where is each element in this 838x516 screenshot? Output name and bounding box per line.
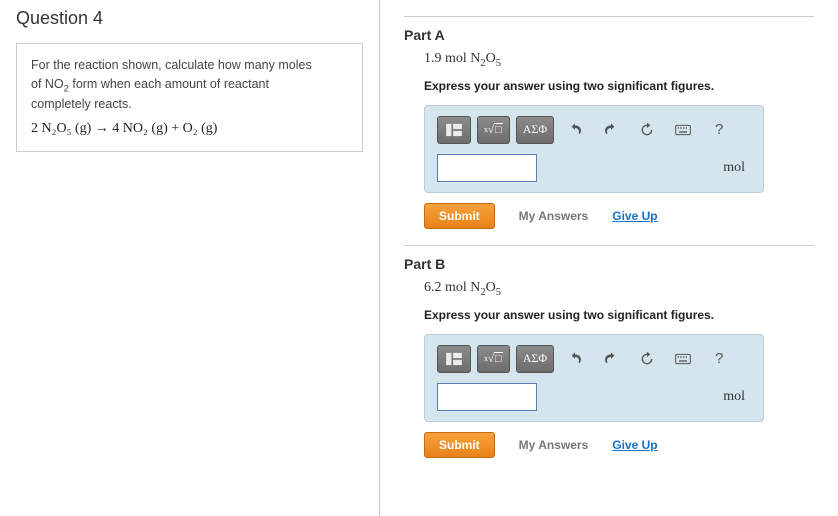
- unit-label: mol: [723, 160, 751, 176]
- submit-row: Submit My Answers Give Up: [424, 203, 814, 229]
- submit-row: Submit My Answers Give Up: [424, 432, 814, 458]
- my-answers-link[interactable]: My Answers: [519, 438, 589, 452]
- right-panel: Part A 1.9 mol N2O5 Express your answer …: [380, 0, 838, 516]
- toolbar-box: x√□ ΑΣΦ: [424, 334, 764, 422]
- give-up-link[interactable]: Give Up: [612, 438, 657, 452]
- templates-button[interactable]: [437, 116, 471, 144]
- templates-button[interactable]: [437, 345, 471, 373]
- math-root-button[interactable]: x√□: [477, 116, 510, 144]
- help-icon[interactable]: ?: [704, 345, 734, 373]
- page-container: Question 4 For the reaction shown, calcu…: [0, 0, 838, 516]
- part-instruction: Express your answer using two significan…: [424, 308, 814, 322]
- toolbar-row: x√□ ΑΣΦ: [437, 116, 751, 144]
- divider: [404, 16, 814, 17]
- submit-button[interactable]: Submit: [424, 432, 495, 458]
- give-up-link[interactable]: Give Up: [612, 209, 657, 223]
- answer-area: x√□ ΑΣΦ: [424, 105, 814, 193]
- question-prompt: For the reaction shown, calculate how ma…: [31, 56, 348, 114]
- part-given: 6.2 mol N2O5: [424, 280, 814, 298]
- undo-icon[interactable]: [560, 116, 590, 144]
- left-panel: Question 4 For the reaction shown, calcu…: [0, 0, 380, 516]
- answer-input[interactable]: [437, 383, 537, 411]
- help-icon[interactable]: ?: [704, 116, 734, 144]
- divider: [404, 245, 814, 246]
- part-b-block: Part B 6.2 mol N2O5 Express your answer …: [404, 245, 814, 458]
- undo-icon[interactable]: [560, 345, 590, 373]
- redo-icon[interactable]: [596, 345, 626, 373]
- unit-label: mol: [723, 389, 751, 405]
- part-a-block: Part A 1.9 mol N2O5 Express your answer …: [404, 16, 814, 229]
- toolbar-row: x√□ ΑΣΦ: [437, 345, 751, 373]
- question-box: For the reaction shown, calculate how ma…: [16, 43, 363, 152]
- answer-input-row: mol: [437, 154, 751, 182]
- my-answers-link[interactable]: My Answers: [519, 209, 589, 223]
- answer-input[interactable]: [437, 154, 537, 182]
- part-label: Part B: [404, 256, 814, 272]
- greek-button[interactable]: ΑΣΦ: [516, 345, 554, 373]
- keyboard-icon[interactable]: [668, 345, 698, 373]
- greek-button[interactable]: ΑΣΦ: [516, 116, 554, 144]
- part-label: Part A: [404, 27, 814, 43]
- answer-input-row: mol: [437, 383, 751, 411]
- math-root-button[interactable]: x√□: [477, 345, 510, 373]
- part-given: 1.9 mol N2O5: [424, 51, 814, 69]
- redo-icon[interactable]: [596, 116, 626, 144]
- toolbar-box: x√□ ΑΣΦ: [424, 105, 764, 193]
- reaction-equation: 2 N₂O₅ (g) → 4 NO₂ (g) + O₂ (g): [31, 118, 348, 139]
- submit-button[interactable]: Submit: [424, 203, 495, 229]
- answer-area: x√□ ΑΣΦ: [424, 334, 814, 422]
- reset-icon[interactable]: [632, 116, 662, 144]
- question-title: Question 4: [16, 8, 363, 29]
- reset-icon[interactable]: [632, 345, 662, 373]
- keyboard-icon[interactable]: [668, 116, 698, 144]
- part-instruction: Express your answer using two significan…: [424, 79, 814, 93]
